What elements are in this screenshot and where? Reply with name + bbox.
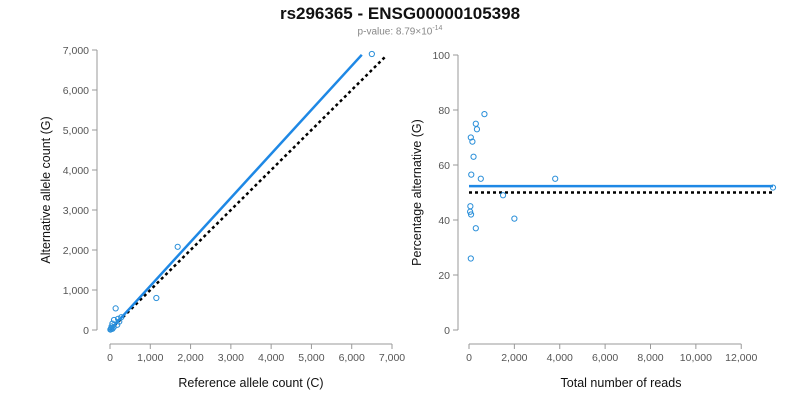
y-tick-label: 20 bbox=[438, 270, 450, 282]
y-axis-title: Alternative allele count (G) bbox=[39, 116, 53, 263]
x-tick-label: 0 bbox=[466, 352, 472, 364]
x-axis-title: Reference allele count (C) bbox=[178, 376, 323, 390]
data-point bbox=[112, 305, 119, 312]
data-point bbox=[468, 171, 475, 178]
data-point bbox=[552, 175, 559, 182]
data-point bbox=[499, 192, 507, 199]
p-value-subtitle: p-value: 8.79×10-14 bbox=[0, 25, 800, 37]
data-point bbox=[481, 111, 488, 118]
y-tick-label: 2,000 bbox=[63, 245, 89, 257]
data-point bbox=[473, 126, 481, 133]
x-tick-label: 1,000 bbox=[137, 352, 163, 364]
x-tick-label: 5,000 bbox=[298, 352, 324, 364]
y-tick-label: 6,000 bbox=[63, 85, 89, 97]
data-point bbox=[114, 315, 122, 322]
x-axis-title: Total number of reads bbox=[561, 376, 682, 390]
data-point bbox=[368, 50, 375, 58]
x-tick-label: 0 bbox=[107, 352, 113, 364]
x-tick-label: 10,000 bbox=[680, 352, 712, 364]
x-tick-label: 6,000 bbox=[592, 352, 618, 364]
y-tick-label: 100 bbox=[432, 50, 450, 62]
data-point bbox=[477, 175, 484, 182]
data-point bbox=[153, 294, 160, 302]
y-tick-label: 1,000 bbox=[63, 285, 89, 297]
y-tick-label: 40 bbox=[438, 215, 450, 227]
y-tick-label: 0 bbox=[83, 325, 89, 337]
y-tick-label: 7,000 bbox=[63, 45, 89, 57]
data-point bbox=[116, 318, 123, 325]
data-point bbox=[511, 215, 518, 222]
y-tick-label: 80 bbox=[438, 105, 450, 117]
y-tick-label: 4,000 bbox=[63, 165, 89, 177]
p-value-exponent: -14 bbox=[432, 25, 443, 32]
data-point bbox=[467, 203, 474, 210]
data-point bbox=[472, 225, 479, 232]
data-point bbox=[174, 243, 181, 250]
x-tick-label: 8,000 bbox=[637, 352, 663, 364]
data-point bbox=[467, 208, 474, 215]
y-tick-label: 60 bbox=[438, 160, 450, 172]
y-tick-label: 5,000 bbox=[63, 125, 89, 137]
reference-line bbox=[109, 55, 387, 331]
x-tick-label: 2,000 bbox=[501, 352, 527, 364]
page-title: rs296365 - ENSG00000105398 bbox=[279, 4, 521, 23]
data-point bbox=[467, 134, 474, 141]
percentage-alternative-scatter-plot: 0 20 40 60 80 100 0 2,000 4,000 6,000 8,000 10,000 1… bbox=[410, 50, 777, 390]
y-axis-title: Percentage alternative (G) bbox=[410, 119, 424, 266]
data-point bbox=[467, 255, 474, 262]
x-tick-label: 4,000 bbox=[547, 352, 573, 364]
data-point bbox=[470, 153, 477, 160]
y-tick-label: 3,000 bbox=[63, 205, 89, 217]
p-value-text: p-value: 8.79×10 bbox=[357, 26, 433, 38]
fit-line bbox=[109, 53, 363, 331]
x-tick-label: 7,000 bbox=[379, 352, 405, 364]
data-point bbox=[467, 211, 475, 218]
x-tick-label: 6,000 bbox=[339, 352, 365, 364]
data-point bbox=[472, 120, 479, 127]
x-tick-label: 4,000 bbox=[258, 352, 284, 364]
allele-count-scatter-plot: 0 1,000 2,000 3,000 4,000 5,000 6,000 7,000 0 1,0… bbox=[39, 45, 405, 390]
data-point bbox=[469, 138, 476, 145]
x-tick-label: 3,000 bbox=[218, 352, 244, 364]
y-tick-label: 0 bbox=[444, 325, 450, 337]
x-tick-label: 2,000 bbox=[177, 352, 203, 364]
x-tick-label: 12,000 bbox=[725, 352, 757, 364]
data-point bbox=[107, 326, 114, 333]
data-point bbox=[769, 184, 777, 191]
